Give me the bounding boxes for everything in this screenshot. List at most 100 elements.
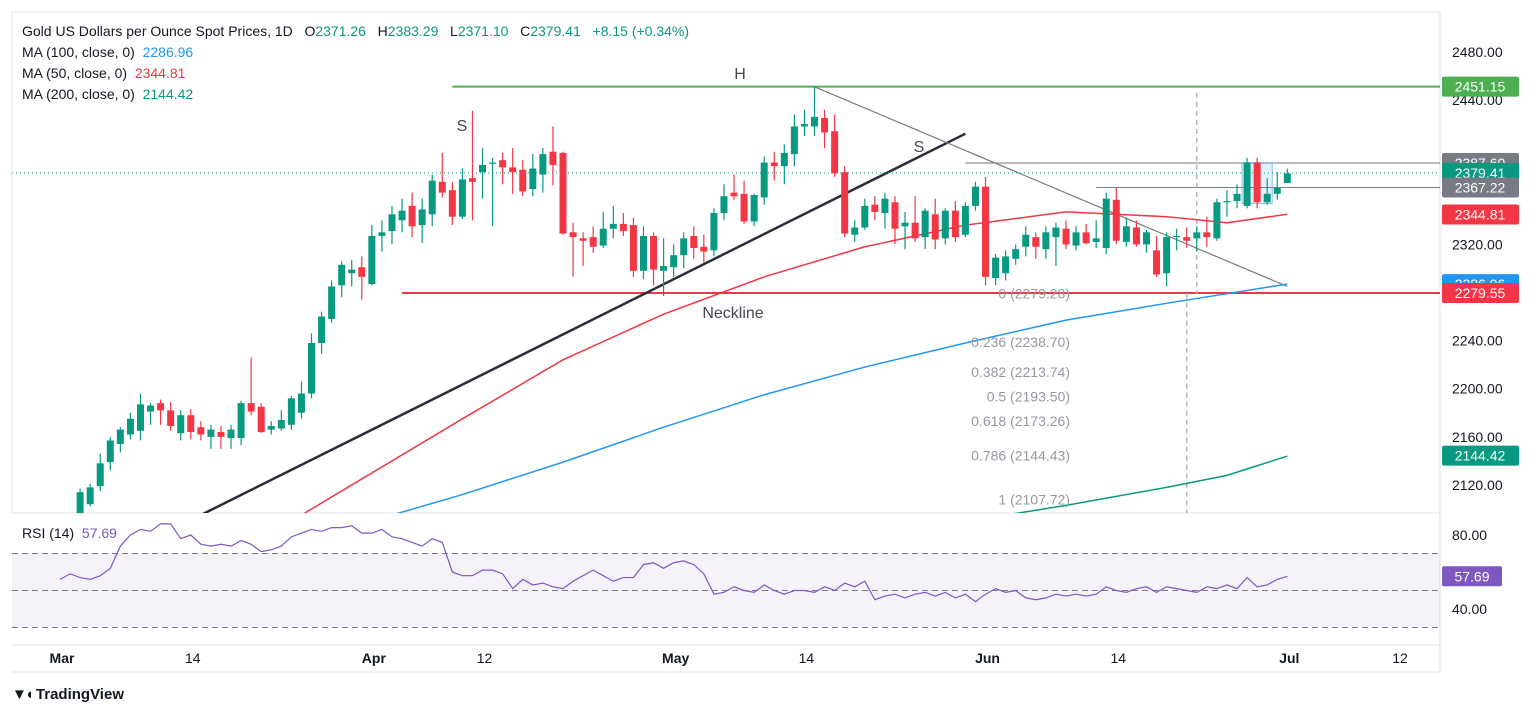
rsi-pill: [1442, 566, 1502, 587]
candle-body: [1032, 237, 1040, 247]
candle-body: [1092, 238, 1100, 242]
price-pill-label: 2451.15: [1455, 79, 1506, 95]
ma200-legend[interactable]: MA (200, close, 0) 2144.42: [22, 85, 193, 103]
candle-body: [1142, 232, 1150, 245]
candle-body: [147, 405, 155, 412]
price-tick-label: 2160.00: [1452, 429, 1503, 445]
candle-body: [348, 269, 356, 274]
grid: [11, 11, 1441, 673]
candle-body: [418, 209, 426, 226]
neckline-label: Neckline: [702, 305, 763, 322]
candle-body: [1253, 162, 1261, 203]
price-pill: [1442, 283, 1519, 304]
fib-level-label: 0.5 (2193.50): [987, 389, 1070, 405]
rsi-legend[interactable]: RSI (14) 57.69: [22, 524, 117, 542]
candle-body: [901, 222, 909, 227]
ohlc-high-label: H: [377, 23, 388, 39]
candle-body: [468, 178, 476, 182]
candle-body: [891, 202, 899, 229]
candle-body: [851, 227, 859, 235]
candle-body: [116, 429, 124, 445]
ma-line: [1013, 455, 1288, 513]
candle-body: [821, 118, 829, 133]
ohlc-open: 2371.26: [315, 23, 366, 39]
candle-body: [831, 131, 839, 174]
candle-body: [1193, 232, 1201, 239]
ma-line: [303, 211, 1288, 513]
candle-body: [368, 235, 376, 285]
candle-body: [529, 168, 537, 190]
axes: 2480.002440.002320.002240.002200.002160.…: [50, 44, 1519, 666]
ma200-value: 2144.42: [142, 86, 194, 102]
rsi-label: RSI (14): [22, 525, 75, 541]
candle-body: [800, 124, 808, 127]
candle-body: [1223, 201, 1231, 203]
candle-body: [277, 419, 285, 429]
time-tick-label: 14: [185, 650, 201, 666]
time-tick-label: 14: [1111, 650, 1127, 666]
candle-body: [609, 223, 617, 229]
candle-body: [1022, 234, 1030, 247]
price-tick-label: 2240.00: [1452, 333, 1503, 349]
candle-body: [308, 343, 315, 394]
candle-body: [1042, 232, 1050, 250]
rsi-tick-label: 40.00: [1452, 601, 1487, 617]
candle-body: [408, 205, 416, 227]
fib-level-label: 1 (2107.72): [998, 492, 1070, 508]
candle-body: [489, 162, 497, 164]
fib-level-label: 0.382 (2213.74): [971, 364, 1070, 380]
candle-body: [1002, 256, 1010, 274]
ma100-legend[interactable]: MA (100, close, 0) 2286.96: [22, 43, 193, 61]
candle-body: [941, 210, 949, 239]
candle-body: [1102, 198, 1110, 248]
candle-body: [539, 154, 547, 175]
candle-body: [1203, 232, 1211, 238]
time-tick-label: Jun: [975, 650, 1000, 666]
candle-body: [599, 228, 607, 246]
candle-body: [1132, 227, 1140, 245]
annotations: 0 (2279.28) 0.236 (2238.70) 0.382 (2213.74…: [457, 66, 1070, 508]
ma50-legend[interactable]: MA (50, close, 0) 2344.81: [22, 64, 185, 82]
candle-body: [499, 160, 507, 168]
candle-body: [1243, 162, 1251, 206]
candle-body: [136, 404, 144, 431]
candle-body: [86, 487, 94, 505]
candle-body: [1052, 227, 1060, 238]
price-tick-label: 2120.00: [1452, 477, 1503, 493]
candle-body: [569, 232, 577, 238]
tradingview-watermark[interactable]: ▼◖ TradingView: [12, 686, 124, 703]
candle-body: [961, 205, 969, 235]
candle-body: [267, 426, 275, 430]
price-pill: [1442, 177, 1519, 198]
candle-body: [740, 193, 748, 222]
candle-body: [1263, 193, 1271, 203]
candle-body: [187, 415, 195, 433]
candle-body: [398, 210, 406, 221]
left-shoulder-label: S: [457, 118, 468, 135]
trend-line: [814, 86, 1288, 288]
ohlc-open-label: O: [304, 23, 316, 39]
candle-body: [911, 222, 919, 239]
candle-body: [1213, 202, 1221, 239]
ma200-label: MA (200, close, 0): [22, 86, 135, 102]
ma100-label: MA (100, close, 0): [22, 44, 135, 60]
fib-level-label: 0 (2279.28): [998, 285, 1070, 301]
candle-body: [509, 167, 517, 173]
candle-body: [589, 237, 597, 247]
candle-body: [338, 264, 346, 286]
candle-body: [287, 398, 295, 425]
candle-body: [750, 195, 758, 222]
candle-body: [438, 181, 446, 193]
candle-body: [690, 235, 698, 248]
candle-body: [790, 126, 798, 155]
candle-body: [841, 172, 849, 234]
candle-body: [157, 403, 165, 411]
candle-body: [358, 267, 366, 277]
candle-body: [619, 223, 627, 232]
candle-body: [1082, 232, 1090, 244]
price-pill: [1442, 76, 1519, 97]
candle-body: [1283, 173, 1291, 184]
candle-body: [126, 418, 134, 435]
chart-title[interactable]: Gold US Dollars per Ounce Spot Prices, 1…: [22, 23, 293, 39]
